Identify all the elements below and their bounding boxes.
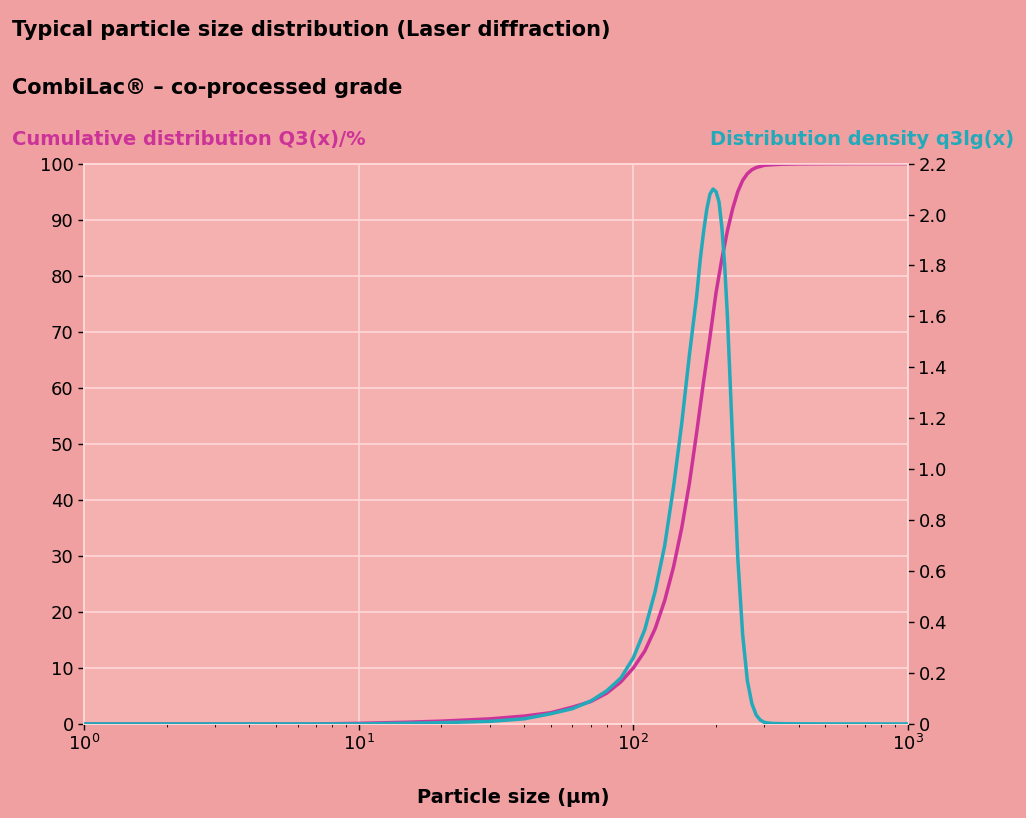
Text: Particle size (µm): Particle size (µm) [417,788,609,807]
Text: Distribution density q3lg(x): Distribution density q3lg(x) [710,129,1014,149]
Text: Cumulative distribution Q3(x)/%: Cumulative distribution Q3(x)/% [12,129,366,149]
Text: CombiLac® – co-processed grade: CombiLac® – co-processed grade [12,78,403,97]
Text: Typical particle size distribution (Laser diffraction): Typical particle size distribution (Lase… [12,20,610,40]
